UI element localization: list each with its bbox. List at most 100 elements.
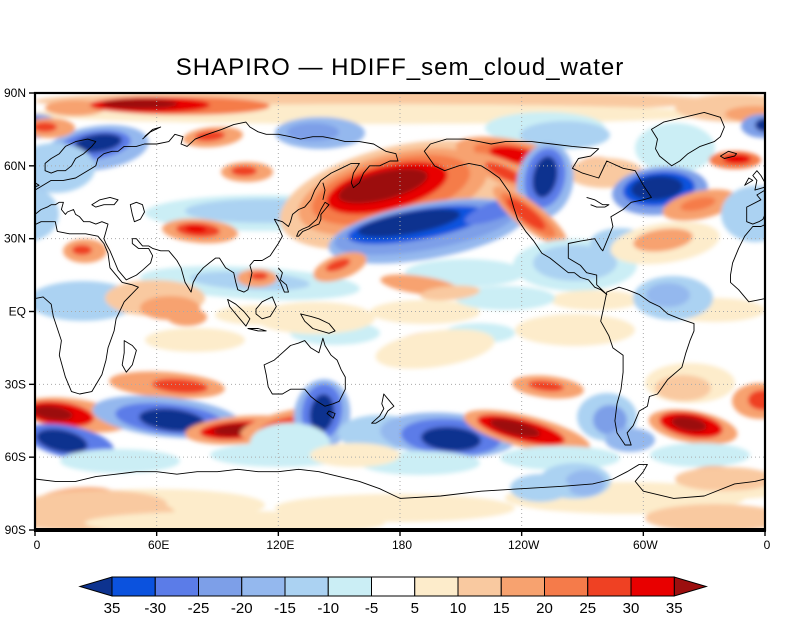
anomaly-blob	[35, 490, 167, 518]
anomaly-blob	[287, 123, 339, 141]
colorbar-label: 20	[536, 600, 553, 617]
anomaly-blob	[646, 283, 690, 307]
colorbar-segment	[544, 576, 589, 597]
x-tick-label: 60W	[633, 538, 658, 552]
coastline-sumatra	[227, 298, 251, 327]
anomaly-blob	[72, 245, 92, 255]
x-tick-label: 60E	[148, 538, 169, 552]
colorbar-label: -20	[231, 600, 253, 617]
colorbar-label: 35	[104, 600, 121, 617]
coastline-africa	[35, 221, 139, 395]
anomaly-blob	[748, 390, 765, 410]
anomaly-blob	[680, 197, 716, 211]
colorbar-segment	[111, 576, 156, 597]
anomaly-blob	[74, 133, 122, 153]
x-tick-label: 120W	[508, 538, 540, 552]
coastline-new-zealand	[371, 393, 395, 424]
colorbar-segment	[371, 576, 416, 597]
y-tick-label: 90N	[4, 86, 26, 100]
anomaly-field	[35, 93, 765, 530]
coastline-australia	[263, 337, 346, 407]
y-tick-label: 60S	[5, 450, 26, 464]
coastline-antarctica	[399, 463, 765, 499]
coastline-scandinavia	[775, 139, 800, 173]
anomaly-blob	[60, 449, 180, 473]
coastline-africa	[730, 224, 765, 303]
coastline-iceland	[719, 150, 738, 159]
anomaly-blob	[565, 470, 605, 496]
anomaly-blob	[500, 446, 620, 470]
colorbar-left-arrow	[78, 576, 113, 597]
coastline-madagascar	[121, 340, 137, 373]
coastline-britain	[752, 170, 765, 191]
coastline-kamchatka-sakhalin	[322, 182, 326, 200]
colorbar-label: 25	[579, 600, 596, 617]
y-tick-label: 60N	[4, 159, 26, 173]
anomaly-blob	[357, 208, 461, 238]
colorbar-label: 10	[450, 600, 467, 617]
coastline-java	[247, 328, 267, 332]
colorbar-label: 30	[623, 600, 640, 617]
colorbar-label: -15	[274, 600, 296, 617]
anomaly-blob	[655, 375, 711, 401]
colorbar-segment	[154, 576, 199, 597]
graticule	[35, 93, 765, 530]
coastline-caspian-sea	[129, 201, 145, 223]
anomaly-blob	[145, 328, 245, 352]
anomaly-blob	[633, 228, 693, 252]
y-tick-label: EQ	[9, 305, 26, 319]
anomaly-blob	[195, 130, 225, 142]
y-tick-label: 30S	[5, 377, 26, 391]
anomaly-blob	[520, 121, 610, 149]
coastlines	[35, 111, 800, 499]
anomaly-blob	[45, 100, 105, 116]
colorbar-segment	[457, 576, 502, 597]
anomaly-blob	[250, 423, 330, 463]
coastline-antarctica	[35, 468, 401, 499]
anomaly-blob	[325, 258, 351, 272]
anomaly-blob	[35, 187, 59, 241]
colorbar-label: -5	[365, 600, 378, 617]
anomaly-blob	[167, 308, 207, 326]
anomaly-blob	[550, 290, 640, 310]
anomaly-blob	[152, 378, 208, 394]
anomaly-blob	[593, 405, 627, 435]
colorbar-segment	[241, 576, 286, 597]
colorbar-segment	[327, 576, 372, 597]
anomaly-blob	[139, 408, 205, 432]
anomaly-blob	[35, 122, 57, 132]
coastline-south-america	[600, 286, 695, 446]
anomaly-blob	[532, 156, 558, 198]
colorbar-label: -30	[144, 600, 166, 617]
anomaly-blob	[671, 416, 707, 432]
y-tick-label: 30N	[4, 232, 26, 246]
anomaly-blob	[484, 162, 526, 184]
coastline-eurasia	[35, 121, 399, 293]
anomaly-blob	[250, 272, 268, 280]
anomaly-blob	[645, 504, 765, 530]
coastline-japan	[296, 201, 330, 237]
anomaly-blob	[309, 394, 335, 432]
colorbar-label: 5	[411, 600, 419, 617]
colorbar-segment	[500, 576, 545, 597]
axis-ticks: 90N 60N 30N EQ 30S 60S 90S 0 60E 120E 180 120W 60W 0	[4, 86, 771, 552]
colorbar-label: -25	[188, 600, 210, 617]
coastline-greenland	[650, 111, 725, 167]
anomaly-blob	[310, 443, 400, 467]
anomaly-blob	[605, 428, 655, 452]
anomaly-blob	[675, 467, 765, 491]
anomaly-blob	[755, 118, 765, 132]
colorbar-right-arrow	[673, 576, 709, 597]
anomaly-blob	[515, 314, 635, 346]
anomaly-blob	[35, 143, 95, 193]
colorbar-segment	[414, 576, 459, 597]
anomaly-blob	[489, 418, 541, 438]
coastline-new-guinea	[300, 313, 336, 334]
x-tick-label: 0	[34, 538, 41, 552]
anomaly-blob	[85, 511, 385, 530]
anomaly-blob	[420, 285, 480, 301]
colorbar: 35 -30 -25 -20 -15 -10 -5 5 10 15 20 25 30 35	[78, 576, 709, 617]
coastline-borneo	[255, 296, 277, 320]
